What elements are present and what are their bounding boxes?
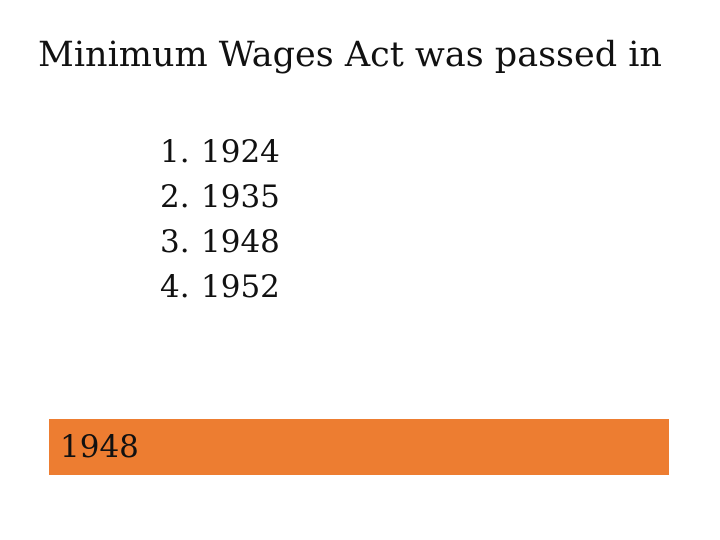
option-2-number: 2. — [160, 179, 190, 215]
option-1: 1. 1924 — [160, 130, 280, 175]
option-2-value: 1935 — [201, 179, 280, 215]
option-4-number: 4. — [160, 269, 190, 305]
option-3-number: 3. — [160, 224, 190, 260]
option-4: 4. 1952 — [160, 265, 280, 310]
question-title: Minimum Wages Act was passed in — [38, 35, 662, 75]
option-1-value: 1924 — [201, 134, 280, 170]
option-2: 2. 1935 — [160, 175, 280, 220]
answer-options-list: 1. 1924 2. 1935 3. 1948 4. 1952 — [160, 130, 280, 310]
answer-box: 1948 — [49, 419, 669, 475]
option-3: 3. 1948 — [160, 220, 280, 265]
option-4-value: 1952 — [201, 269, 280, 305]
option-1-number: 1. — [160, 134, 190, 170]
option-3-value: 1948 — [201, 224, 280, 260]
answer-text: 1948 — [60, 429, 139, 465]
